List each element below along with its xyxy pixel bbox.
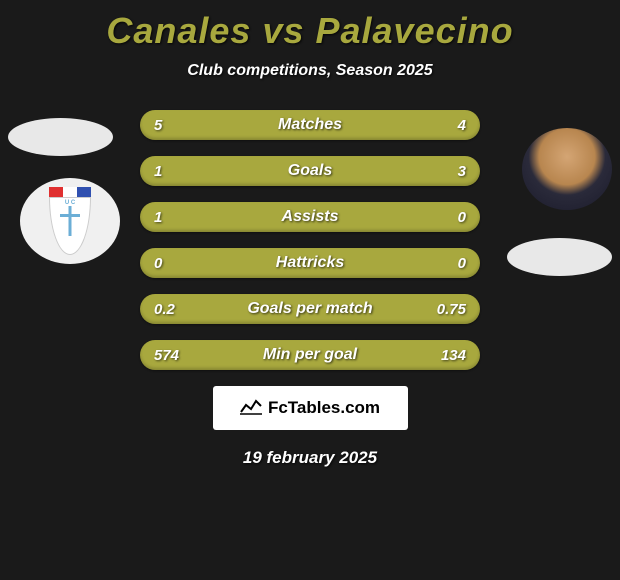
stat-label: Min per goal	[263, 346, 357, 364]
comparison-date: 19 february 2025	[0, 448, 620, 468]
stat-left-value: 1	[154, 209, 184, 226]
stat-label: Matches	[278, 116, 342, 134]
stat-left-value: 5	[154, 117, 184, 134]
stat-left-value: 574	[154, 347, 184, 364]
stat-row: 0.2 Goals per match 0.75	[140, 294, 480, 324]
stat-row: 574 Min per goal 134	[140, 340, 480, 370]
stat-right-value: 0	[436, 209, 466, 226]
branding-badge[interactable]: FcTables.com	[213, 386, 408, 430]
stat-right-value: 0	[436, 255, 466, 272]
stat-right-value: 134	[436, 347, 466, 364]
stat-row: 0 Hattricks 0	[140, 248, 480, 278]
comparison-subtitle: Club competitions, Season 2025	[0, 62, 620, 80]
stat-right-value: 0.75	[436, 301, 466, 318]
stat-row: 1 Goals 3	[140, 156, 480, 186]
stat-label: Hattricks	[276, 254, 344, 272]
stats-container: 5 Matches 4 1 Goals 3 1 Assists 0 0 Hatt…	[0, 110, 620, 370]
stat-right-value: 3	[436, 163, 466, 180]
stat-row: 1 Assists 0	[140, 202, 480, 232]
stat-left-value: 0.2	[154, 301, 184, 318]
stat-label: Assists	[282, 208, 339, 226]
stat-right-value: 4	[436, 117, 466, 134]
stat-label: Goals	[288, 162, 332, 180]
stat-label: Goals per match	[247, 300, 372, 318]
branding-text: FcTables.com	[268, 398, 380, 418]
stat-left-value: 0	[154, 255, 184, 272]
stat-left-value: 1	[154, 163, 184, 180]
comparison-title: Canales vs Palavecino	[0, 10, 620, 52]
stat-row: 5 Matches 4	[140, 110, 480, 140]
chart-icon	[240, 397, 262, 420]
